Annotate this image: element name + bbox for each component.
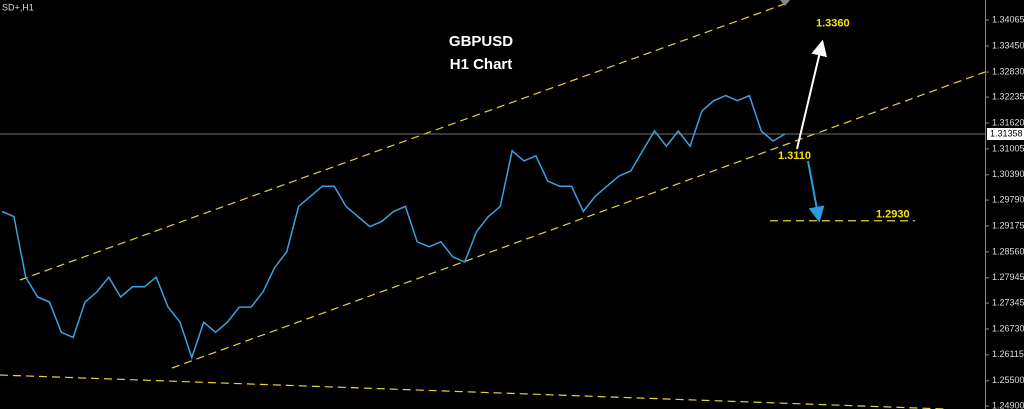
current-price-box xyxy=(987,128,1024,141)
y-tick-label: 1.24900 xyxy=(992,400,1024,409)
arrow-up xyxy=(796,39,827,150)
support-line xyxy=(0,374,946,409)
y-tick-label: 1.31005 xyxy=(992,143,1024,153)
y-tick-label: 1.32830 xyxy=(992,66,1024,76)
y-tick-label: 1.25500 xyxy=(992,375,1024,385)
y-tick-label: 1.27945 xyxy=(992,272,1024,282)
arrow-down xyxy=(807,160,825,223)
current-price-label: 1.31358 xyxy=(990,128,1023,138)
y-tick-label: 1.26115 xyxy=(992,349,1024,359)
level-label: 1.3110 xyxy=(778,150,811,162)
price-line xyxy=(1,94,786,360)
y-tick-label: 1.29790 xyxy=(992,194,1024,204)
y-tick-label: 1.26730 xyxy=(992,323,1024,333)
level-label: 1.2930 xyxy=(876,209,910,221)
level-label: 1.3360 xyxy=(816,18,850,30)
channel-lower xyxy=(171,71,986,369)
y-tick-label: 1.28560 xyxy=(992,246,1024,256)
marker xyxy=(780,0,790,6)
chart-title: GBPUSD xyxy=(449,33,513,50)
y-tick-label: 1.29175 xyxy=(992,220,1024,230)
y-tick-label: 1.32235 xyxy=(992,91,1024,101)
y-tick-label: 1.27345 xyxy=(992,297,1024,307)
y-tick-label: 1.30390 xyxy=(992,169,1024,179)
y-tick-label: 1.31620 xyxy=(992,117,1024,127)
channel-upper xyxy=(19,1,791,281)
y-tick-label: 1.34065 xyxy=(992,14,1024,24)
trend-lines xyxy=(0,1,986,409)
symbol-label: SD+,H1 xyxy=(2,2,34,12)
y-tick-label: 1.33450 xyxy=(992,40,1024,50)
chart-subtitle: H1 Chart xyxy=(450,56,513,73)
